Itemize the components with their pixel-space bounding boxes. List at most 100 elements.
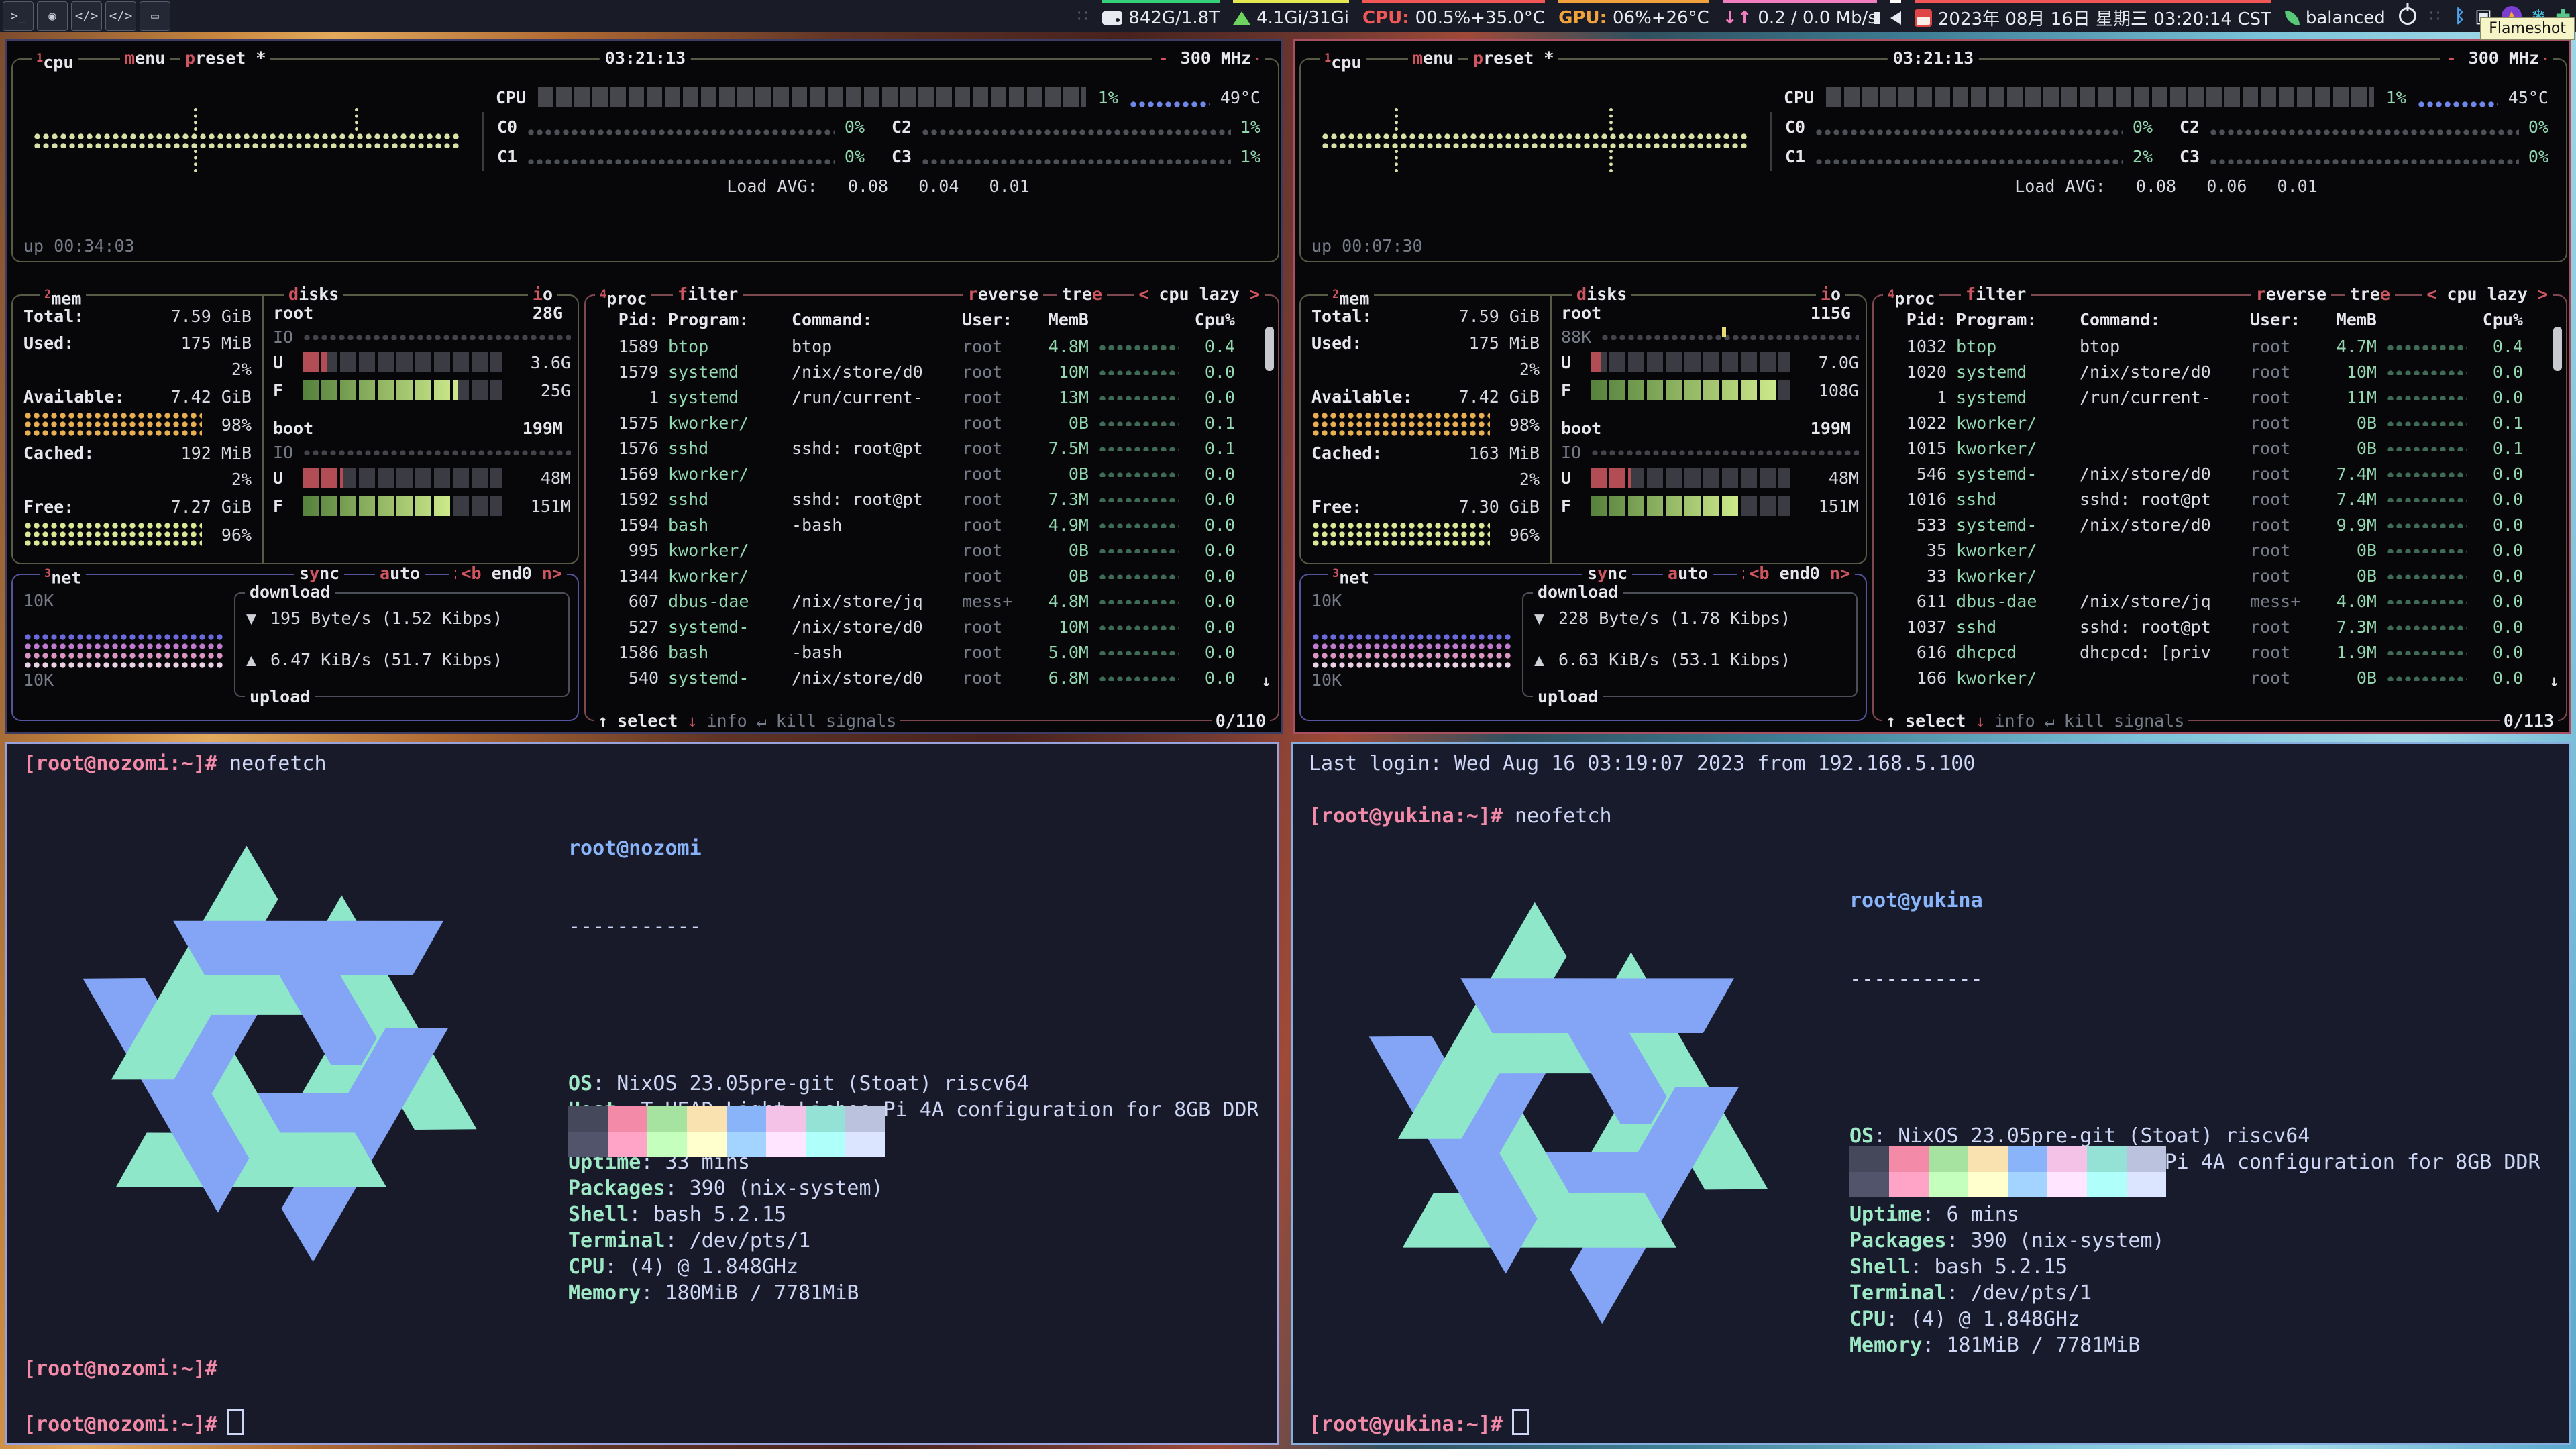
process-row[interactable]: 1576 sshd sshd: root@pt root 7.5M 0.1 [618, 438, 1235, 458]
tab-mem[interactable]: 2mem [1328, 284, 1375, 309]
process-row[interactable]: 540 systemd- /nix/store/d0 root 6.8M 0.0 [628, 667, 1235, 688]
process-row[interactable]: 1589 btop btop root 4.8M 0.4 [618, 336, 1235, 356]
proc-scrollbar[interactable] [1265, 327, 1274, 371]
taskbar: >_ ◉ </> </> ▭ ∷ 842G/1.8T 4.1Gi/31Gi CPU: 0… [0, 0, 2576, 40]
cpu-indicator[interactable]: CPU: 00.5%+35.0°C [1362, 0, 1546, 32]
process-row[interactable]: 1020 systemd /nix/store/d0 root 10M 0.0 [1906, 362, 2523, 382]
process-row[interactable]: 995 kworker/ root 0B 0.0 [628, 540, 1235, 560]
volume-indicator[interactable] [1874, 0, 1901, 32]
process-row[interactable]: 611 dbus-dae /nix/store/jq mess+ 4.0M 0.0 [1916, 591, 2523, 611]
tab-proc[interactable]: 4proc [1883, 284, 1940, 309]
process-row[interactable]: 1586 bash -bash root 5.0M 0.0 [618, 642, 1235, 662]
net-auto-button[interactable]: auto [1663, 564, 1713, 584]
process-row[interactable]: 35 kworker/ root 0B 0.0 [1926, 540, 2523, 560]
disk-usage-indicator[interactable]: 842G/1.8T [1102, 0, 1220, 32]
proc-select[interactable]: select [617, 711, 678, 731]
cpu-meter-label: CPU [496, 87, 527, 107]
terminal-window-left[interactable]: [root@nozomi:~]# neofetch root@nozomi --… [5, 742, 1279, 1445]
process-row[interactable]: 1569 kworker/ root 0B 0.0 [618, 464, 1235, 484]
process-row[interactable]: 1594 bash -bash root 4.9M 0.0 [618, 515, 1235, 535]
process-row[interactable]: 1016 sshd sshd: root@pt root 7.4M 0.0 [1906, 489, 2523, 509]
terminal-cursor[interactable] [226, 1409, 244, 1435]
proc-sort-selector[interactable]: < cpu lazy > [2422, 284, 2553, 305]
power-icon[interactable] [2398, 7, 2416, 25]
load-avg: Load AVG: 0.08 0.06 0.01 [2015, 176, 2318, 196]
proc-filter-button[interactable]: filter [1961, 284, 2031, 305]
process-row[interactable]: 33 kworker/ root 0B 0.0 [1926, 566, 2523, 586]
proc-scrollbar[interactable] [2553, 327, 2562, 371]
process-row[interactable]: 166 kworker/ root 0B 0.0 [1916, 667, 2523, 688]
bluetooth-icon[interactable]: ᛒ [2455, 5, 2466, 27]
process-row[interactable]: 1032 btop btop root 4.7M 0.4 [1906, 336, 2523, 356]
app-launcher-button[interactable]: >_ [3, 1, 34, 31]
preset-button[interactable]: preset * [1468, 48, 1559, 68]
tab-disks[interactable]: disks [1572, 284, 1632, 305]
scroll-down-icon[interactable]: ↓ [1260, 671, 1271, 690]
clock-indicator[interactable]: 2023年 08月 16日 星期三 03:20:14 CST [1914, 0, 2271, 32]
process-row[interactable]: 1 systemd /run/current-root 13M 0.0 [648, 387, 1235, 407]
process-row[interactable]: 1015 kworker/ root 0B 0.1 [1906, 438, 2523, 458]
proc-select[interactable]: select [1905, 711, 1966, 731]
proc-reverse-button[interactable]: reverse [963, 284, 1043, 305]
proc-tree-button[interactable]: tree [2345, 284, 2395, 305]
proc-kill[interactable]: kill [775, 711, 816, 731]
app-launcher-button[interactable]: </> [71, 1, 102, 31]
menu-button[interactable]: menu [120, 48, 170, 68]
tab-net[interactable]: 3net [40, 564, 87, 588]
tab-io[interactable]: io [1815, 284, 1845, 305]
memory-indicator[interactable]: 4.1Gi/31Gi [1233, 0, 1349, 32]
process-row[interactable]: 546 systemd- /nix/store/d0 root 7.4M 0.0 [1916, 464, 2523, 484]
net-interface-switch[interactable]: <b end0 n> [456, 564, 567, 584]
process-row[interactable]: 1592 sshd sshd: root@pt root 7.3M 0.0 [618, 489, 1235, 509]
net-sync-button[interactable]: sync [1582, 564, 1633, 584]
tab-cpu[interactable]: 1cpu [1320, 48, 1366, 73]
net-interface-switch[interactable]: <b end0 n> [1744, 564, 1855, 584]
scroll-down-icon[interactable]: ↓ [2548, 671, 2559, 690]
proc-info[interactable]: info [706, 711, 747, 731]
app-launcher-button[interactable]: ◉ [37, 1, 68, 31]
terminal-window-right[interactable]: Last login: Wed Aug 16 03:19:07 2023 fro… [1291, 742, 2571, 1445]
proc-signals[interactable]: signals [2113, 711, 2185, 731]
process-row[interactable]: 607 dbus-dae /nix/store/jq mess+ 4.8M 0.0 [628, 591, 1235, 611]
proc-header[interactable]: Pid: Program: Command: User: MemB Cpu% [618, 309, 1235, 329]
proc-sort-selector[interactable]: < cpu lazy > [1134, 284, 1265, 305]
proc-info[interactable]: info [1994, 711, 2035, 731]
terminal-cursor[interactable] [1511, 1409, 1529, 1435]
menu-button[interactable]: menu [1408, 48, 1458, 68]
proc-reverse-button[interactable]: reverse [2251, 284, 2331, 305]
proc-tree-button[interactable]: tree [1057, 284, 1107, 305]
neofetch-field: Terminal: /dev/pts/1 [568, 1229, 811, 1252]
palette-row-2 [568, 1132, 885, 1157]
app-launcher-button[interactable]: ▭ [140, 1, 170, 31]
process-row[interactable]: 533 systemd- /nix/store/d0 root 9.9M 0.0 [1916, 515, 2523, 535]
tab-io[interactable]: io [527, 284, 557, 305]
gpu-indicator[interactable]: GPU: 06%+26°C [1558, 0, 1709, 32]
power-profile-indicator[interactable]: balanced [2284, 0, 2385, 32]
tab-mem[interactable]: 2mem [40, 284, 87, 309]
app-launcher-button[interactable]: </> [105, 1, 136, 31]
proc-kill[interactable]: kill [2063, 711, 2104, 731]
btop-window-left[interactable]: 1cpu menu preset * 03:21:13 - 2000ms + 3… [5, 39, 1283, 734]
proc-filter-button[interactable]: filter [673, 284, 743, 305]
process-row[interactable]: 616 dhcpcd dhcpcd: [priv root 1.9M 0.0 [1916, 642, 2523, 662]
net-sync-button[interactable]: sync [294, 564, 345, 584]
process-row[interactable]: 1344 kworker/ root 0B 0.0 [618, 566, 1235, 586]
net-auto-button[interactable]: auto [375, 564, 425, 584]
btop-window-right[interactable]: 1cpu menu preset * 03:21:13 - 2000ms + 3… [1293, 39, 2571, 734]
process-row[interactable]: 1579 systemd /nix/store/d0 root 10M 0.0 [618, 362, 1235, 382]
tab-disks[interactable]: disks [284, 284, 344, 305]
upload-speed: 6.63 KiB/s (53.1 Kibps) [1558, 649, 1791, 669]
tab-cpu[interactable]: 1cpu [32, 48, 78, 73]
proc-signals[interactable]: signals [825, 711, 897, 731]
process-row[interactable]: 1575 kworker/ root 0B 0.1 [618, 413, 1235, 433]
process-row[interactable]: 1037 sshd sshd: root@pt root 7.3M 0.0 [1906, 616, 2523, 637]
preset-button[interactable]: preset * [180, 48, 271, 68]
tab-proc[interactable]: 4proc [595, 284, 652, 309]
memory-text: 4.1Gi/31Gi [1256, 7, 1349, 28]
process-row[interactable]: 1 systemd /run/current-root 11M 0.0 [1936, 387, 2523, 407]
process-row[interactable]: 527 systemd- /nix/store/d0 root 10M 0.0 [628, 616, 1235, 637]
proc-header[interactable]: Pid: Program: Command: User: MemB Cpu% [1906, 309, 2523, 329]
network-indicator[interactable]: ↓↑ 0.2 / 0.0 Mb/s [1722, 0, 1877, 32]
process-row[interactable]: 1022 kworker/ root 0B 0.1 [1906, 413, 2523, 433]
tab-net[interactable]: 3net [1328, 564, 1375, 588]
